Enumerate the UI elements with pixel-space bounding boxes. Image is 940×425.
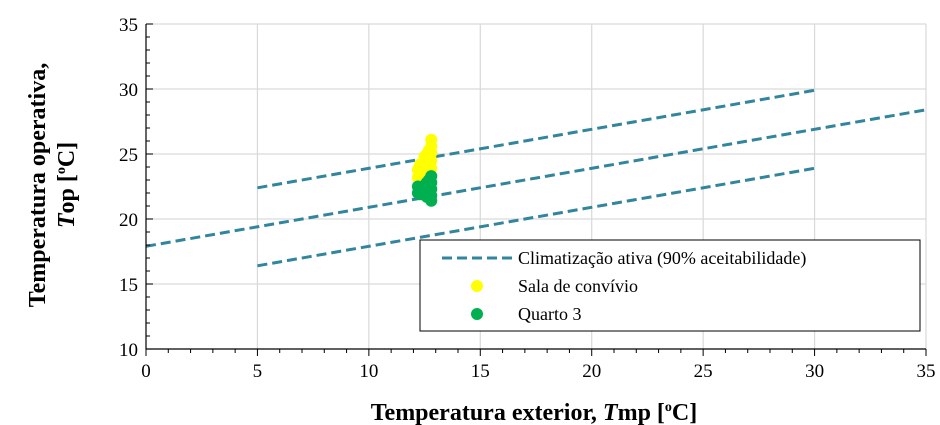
x-tick-label: 10 [359,361,378,382]
y-tick-label: 20 [119,210,138,231]
x-tick-label: 5 [253,361,263,382]
legend: Climatização ativa (90% aceitabilidade) … [419,239,921,332]
x-tick-label: 25 [694,361,713,382]
legend-label-quarto: Quarto 3 [518,304,581,324]
comfort-limit-line [257,166,815,268]
x-tick-label: 30 [805,361,824,382]
y-axis-title-line2: Top [oC] [54,142,80,228]
legend-swatch-sala [471,280,483,292]
y-tick-label: 10 [119,340,138,361]
point-sala [420,151,433,164]
comfort-lines [145,88,927,268]
data-points [411,133,438,207]
legend-label-sala: Sala de convívio [518,276,638,296]
x-tick-label: 0 [141,361,151,382]
y-axis-title: Temperatura operativa, [25,63,51,307]
y-tick-label: 35 [119,15,138,36]
x-axis-title: Temperatura exterior, Tmp [oC] [371,400,698,425]
y-tick-label: 30 [119,80,138,101]
y-tick-label: 15 [119,275,138,296]
x-tick-label: 15 [471,361,490,382]
legend-label-line: Climatização ativa (90% aceitabilidade) [518,248,806,269]
legend-swatch-quarto [471,308,483,320]
y-tick-label: 25 [119,145,138,166]
comfort-limit-line [145,108,927,248]
x-tick-label: 20 [582,361,601,382]
x-tick-label: 35 [917,361,936,382]
legend-box [419,239,921,332]
comfort-limit-line [257,88,815,190]
point-sala [414,166,427,179]
point-quarto [420,190,433,203]
tick-labels: 0 5 10 15 20 25 30 35 10 15 20 25 30 35 [119,15,936,382]
axes [145,23,927,356]
